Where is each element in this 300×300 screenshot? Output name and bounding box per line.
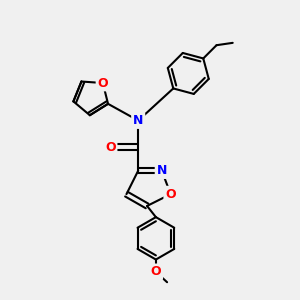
Text: O: O — [98, 76, 108, 89]
Text: N: N — [157, 164, 167, 177]
Text: N: N — [133, 114, 143, 127]
Text: O: O — [105, 141, 116, 154]
Text: O: O — [151, 266, 161, 278]
Text: O: O — [165, 188, 176, 201]
